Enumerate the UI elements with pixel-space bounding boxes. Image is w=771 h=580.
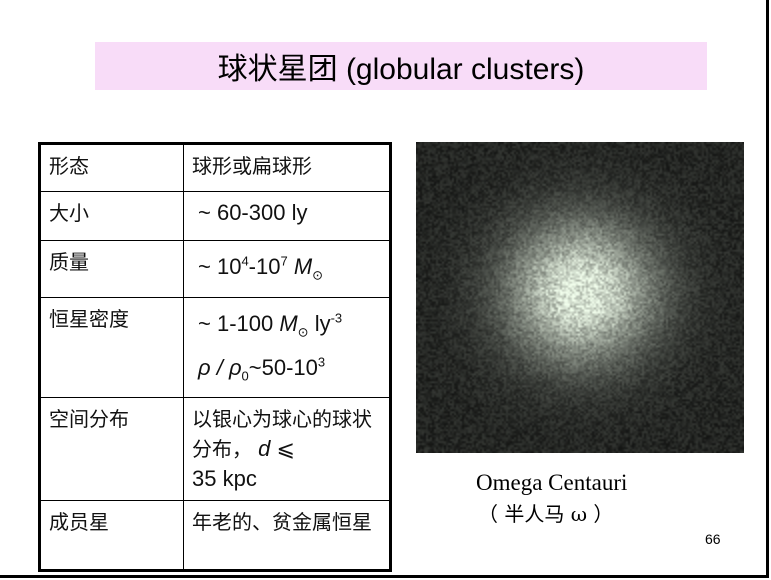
mass-symbol: M [293, 254, 313, 280]
page-number: 66 [705, 531, 721, 547]
mass-symbol: M [279, 311, 298, 337]
le-symbol: ⩽ [270, 436, 295, 462]
caption-name: Omega Centauri [476, 470, 628, 495]
distribution-text: 以银心为球心的球状分布， [192, 407, 372, 462]
distance-symbol: d [258, 436, 271, 462]
exponent: 4 [241, 254, 249, 269]
row-value: ~ 60-300 ly [183, 191, 391, 241]
mass-text: -10 [248, 254, 281, 280]
table-row: 恒星密度 ~ 1-100 M⊙ ly-3 ρ / ρ0~50-103 [39, 296, 391, 399]
sun-symbol: ⊙ [312, 267, 324, 283]
table-row: 空间分布 以银心为球心的球状分布， d ⩽ 35 kpc [39, 397, 391, 502]
table-row: 质量 ~ 104-107 M⊙ [39, 240, 391, 298]
table-row: 形态 球形或扁球形 [39, 143, 391, 192]
mass-text: ~ 10 [198, 254, 242, 280]
distance-value: 35 kpc [192, 466, 257, 492]
row-key: 质量 [39, 240, 184, 298]
density-ratio: ~50-10 [248, 354, 318, 380]
row-key: 恒星密度 [39, 296, 184, 399]
row-key: 成员星 [39, 500, 184, 572]
density-text: ~ 1-100 [198, 311, 280, 337]
cluster-photo [416, 142, 744, 453]
row-value: ~ 1-100 M⊙ ly-3 ρ / ρ0~50-103 [183, 296, 391, 399]
slide-title: 球状星团 (globular clusters) [95, 42, 707, 90]
rho-ratio: ρ / ρ [198, 354, 242, 380]
properties-table: 形态 球形或扁球形 大小 ~ 60-300 ly 质量 ~ 104-107 M⊙… [38, 142, 392, 573]
caption-chinese: （ 半人马 ω ） [478, 502, 614, 526]
size-value: ~ 60-300 ly [198, 200, 308, 225]
exponent: 7 [280, 254, 288, 269]
star-field [416, 142, 744, 453]
sun-symbol: ⊙ [297, 324, 309, 340]
row-value: ~ 104-107 M⊙ [183, 240, 391, 298]
row-key: 大小 [39, 191, 184, 241]
row-value: 以银心为球心的球状分布， d ⩽ 35 kpc [183, 397, 391, 502]
row-key: 空间分布 [39, 397, 184, 502]
subscript: 0 [241, 368, 249, 384]
density-text: ly [308, 311, 331, 337]
row-value: 球形或扁球形 [183, 143, 391, 192]
row-value: 年老的、贫金属恒星 [183, 500, 391, 572]
exponent: -3 [330, 310, 343, 326]
row-key: 形态 [39, 143, 184, 192]
exponent: 3 [317, 354, 326, 370]
table-row: 大小 ~ 60-300 ly [39, 191, 391, 241]
table-row: 成员星 年老的、贫金属恒星 [39, 500, 391, 572]
